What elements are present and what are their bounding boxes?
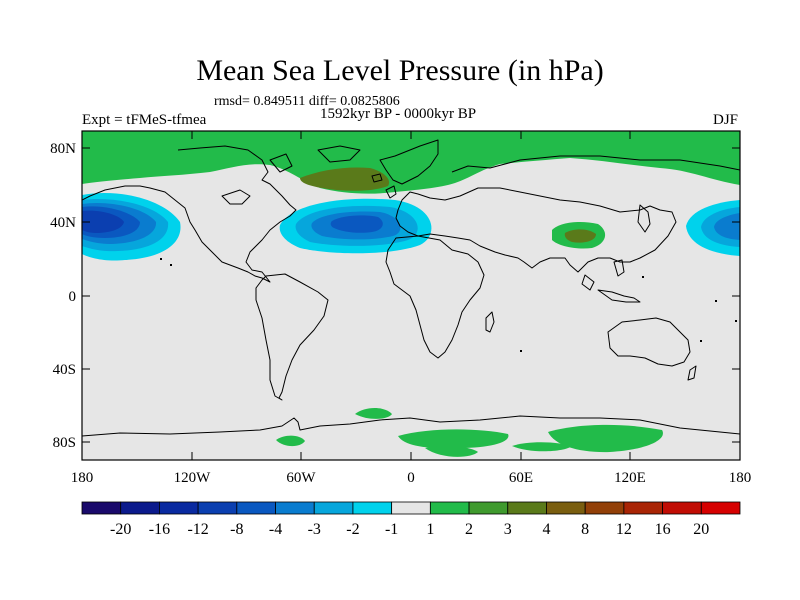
- colorbar-swatch: [120, 501, 160, 515]
- colorbar-label: -2: [346, 521, 359, 538]
- colorbar-swatch: [662, 501, 702, 515]
- lon-tick-180w: 180: [71, 470, 94, 486]
- lat-tick-40s: 40S: [53, 362, 76, 378]
- lon-tick-180e: 180: [729, 470, 752, 486]
- lon-tick-0: 0: [407, 470, 415, 486]
- colorbar-label: 1: [426, 521, 434, 538]
- colorbar-swatch: [507, 501, 547, 515]
- colorbar-swatch: [700, 501, 741, 515]
- lon-tick-60e: 60E: [509, 470, 533, 486]
- colorbar-labels: -20 -16 -12 -8 -4 -3 -2 -1 1 2 3 4 8 12 16 20: [110, 521, 709, 538]
- colorbar-swatch: [236, 501, 276, 515]
- colorbar-label: 2: [465, 521, 473, 538]
- icelandic-low: [279, 198, 432, 254]
- aleutian-low-east: [686, 200, 740, 256]
- map-title: Mean Sea Level Pressure (in hPa): [196, 54, 604, 87]
- coastlines: [82, 139, 740, 437]
- colorbar: [81, 501, 741, 515]
- small-islands: [160, 258, 737, 352]
- colorbar-swatch: [468, 501, 509, 515]
- longitude-axis: [81, 131, 741, 460]
- lat-tick-80n: 80N: [50, 141, 76, 157]
- colorbar-label: 12: [616, 521, 632, 538]
- lon-tick-120w: 120W: [174, 470, 212, 486]
- colorbar-swatch: [197, 501, 238, 515]
- colorbar-label: -4: [269, 521, 282, 538]
- colorbar-swatch: [546, 501, 586, 515]
- colorbar-swatch: [391, 501, 431, 515]
- stats-text: rmsd= 0.849511 diff= 0.0825806: [214, 94, 400, 109]
- lon-tick-60w: 60W: [286, 470, 316, 486]
- period-text: 1592kyr BP - 0000kyr BP: [320, 106, 477, 122]
- lat-tick-80s: 80S: [53, 435, 76, 451]
- colorbar-label: -3: [308, 521, 321, 538]
- lat-tick-0: 0: [69, 289, 77, 305]
- colorbar-swatch: [584, 501, 625, 515]
- colorbar-label: -16: [149, 521, 170, 538]
- aleutian-low-west: [82, 193, 181, 261]
- colorbar-label: -12: [187, 521, 208, 538]
- colorbar-label: -20: [110, 521, 131, 538]
- colorbar-label: 3: [504, 521, 512, 538]
- arctic-high-anomaly: [82, 131, 740, 194]
- lon-tick-120e: 120E: [614, 470, 646, 486]
- colorbar-label: 8: [581, 521, 589, 538]
- colorbar-label: 4: [542, 521, 550, 538]
- colorbar-label: -8: [230, 521, 243, 538]
- season-label: DJF: [713, 112, 739, 128]
- colorbar-swatch: [429, 501, 470, 515]
- antarctic-high-anomalies: [276, 408, 663, 457]
- colorbar-swatch: [313, 501, 354, 515]
- colorbar-label: 16: [655, 521, 671, 538]
- colorbar-swatch: [623, 501, 663, 515]
- colorbar-label: -1: [385, 521, 398, 538]
- colorbar-swatch: [159, 501, 199, 515]
- colorbar-swatch: [352, 501, 393, 515]
- colorbar-label: 20: [693, 521, 709, 538]
- tibet-high-anomaly: [552, 222, 606, 249]
- latitude-axis: [82, 147, 740, 443]
- experiment-label: Expt = tFMeS-tfmea: [82, 112, 207, 128]
- colorbar-swatch: [81, 501, 122, 515]
- lat-tick-40n: 40N: [50, 215, 76, 231]
- colorbar-swatch: [275, 501, 315, 515]
